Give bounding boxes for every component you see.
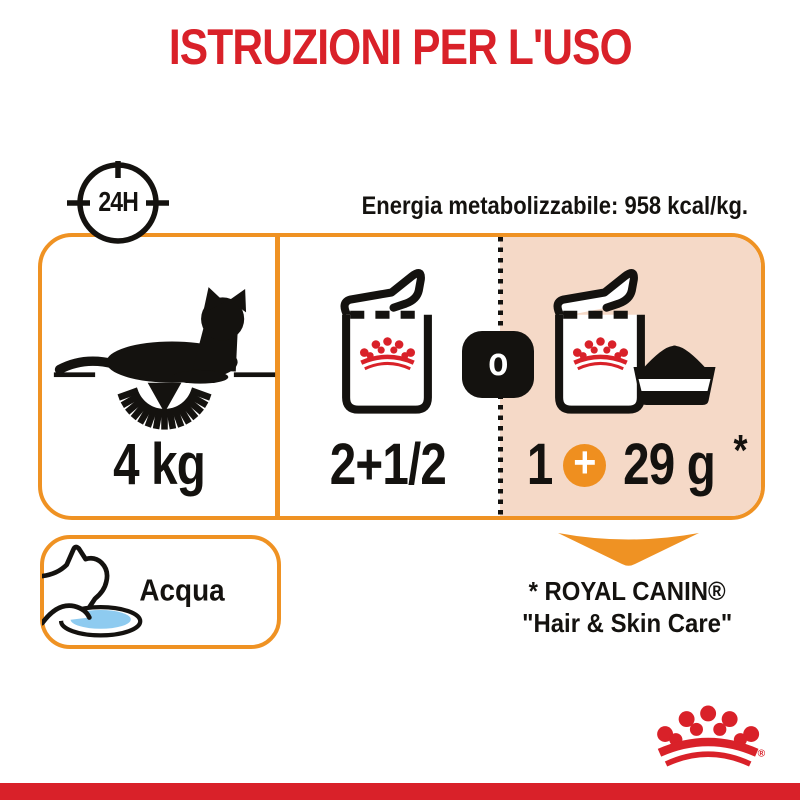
cat-weight-value: 4 kg bbox=[42, 432, 277, 497]
footnote-line1: * ROYAL CANIN® bbox=[528, 576, 726, 606]
combo-kibble-amount: 29 g bbox=[622, 432, 716, 497]
or-label: o bbox=[487, 339, 509, 384]
footnote: * ROYAL CANIN® "Hair & Skin Care" bbox=[467, 575, 787, 639]
section-divider bbox=[275, 237, 280, 516]
plus-glyph: + bbox=[572, 438, 596, 488]
combo-pouch-count: 1 bbox=[527, 432, 553, 497]
wet-only-amount: 2+1/2 bbox=[277, 432, 499, 497]
24h-label: 24H bbox=[98, 186, 138, 217]
royal-canin-crown-logo: ® bbox=[652, 700, 766, 770]
down-arrow-icon bbox=[558, 533, 699, 566]
plus-icon: + bbox=[562, 438, 606, 488]
wet-only-text: 2+1/2 bbox=[329, 432, 447, 497]
cat-drinking-icon bbox=[42, 544, 143, 638]
metabolizable-energy-text: Energia metabolizzabile: 958 kcal/kg. bbox=[361, 192, 748, 220]
registered-trademark: ® bbox=[758, 749, 766, 760]
page-title-text: ISTRUZIONI PER L'USO bbox=[168, 19, 632, 75]
footer-red-bar bbox=[0, 783, 800, 800]
or-badge: o bbox=[462, 331, 534, 398]
feeding-table: 4 kg 2+1/2 o 1 + 29 g * bbox=[38, 233, 765, 520]
combo-amount: 1 + 29 g * bbox=[512, 428, 760, 497]
page-title: ISTRUZIONI PER L'USO bbox=[0, 22, 800, 72]
cat-on-scale-icon bbox=[53, 287, 276, 430]
kibble-bowl-icon bbox=[633, 345, 716, 405]
footnote-line2: "Hair & Skin Care" bbox=[521, 608, 733, 638]
24h-clock-icon: 24H bbox=[66, 152, 170, 254]
wet-pouch-icon bbox=[334, 268, 440, 418]
footnote-marker: * bbox=[733, 426, 747, 476]
clock-face bbox=[67, 161, 169, 244]
water-label: Acqua bbox=[139, 572, 225, 608]
water-reminder: Acqua bbox=[40, 535, 281, 649]
cat-weight-text: 4 kg bbox=[113, 432, 207, 497]
